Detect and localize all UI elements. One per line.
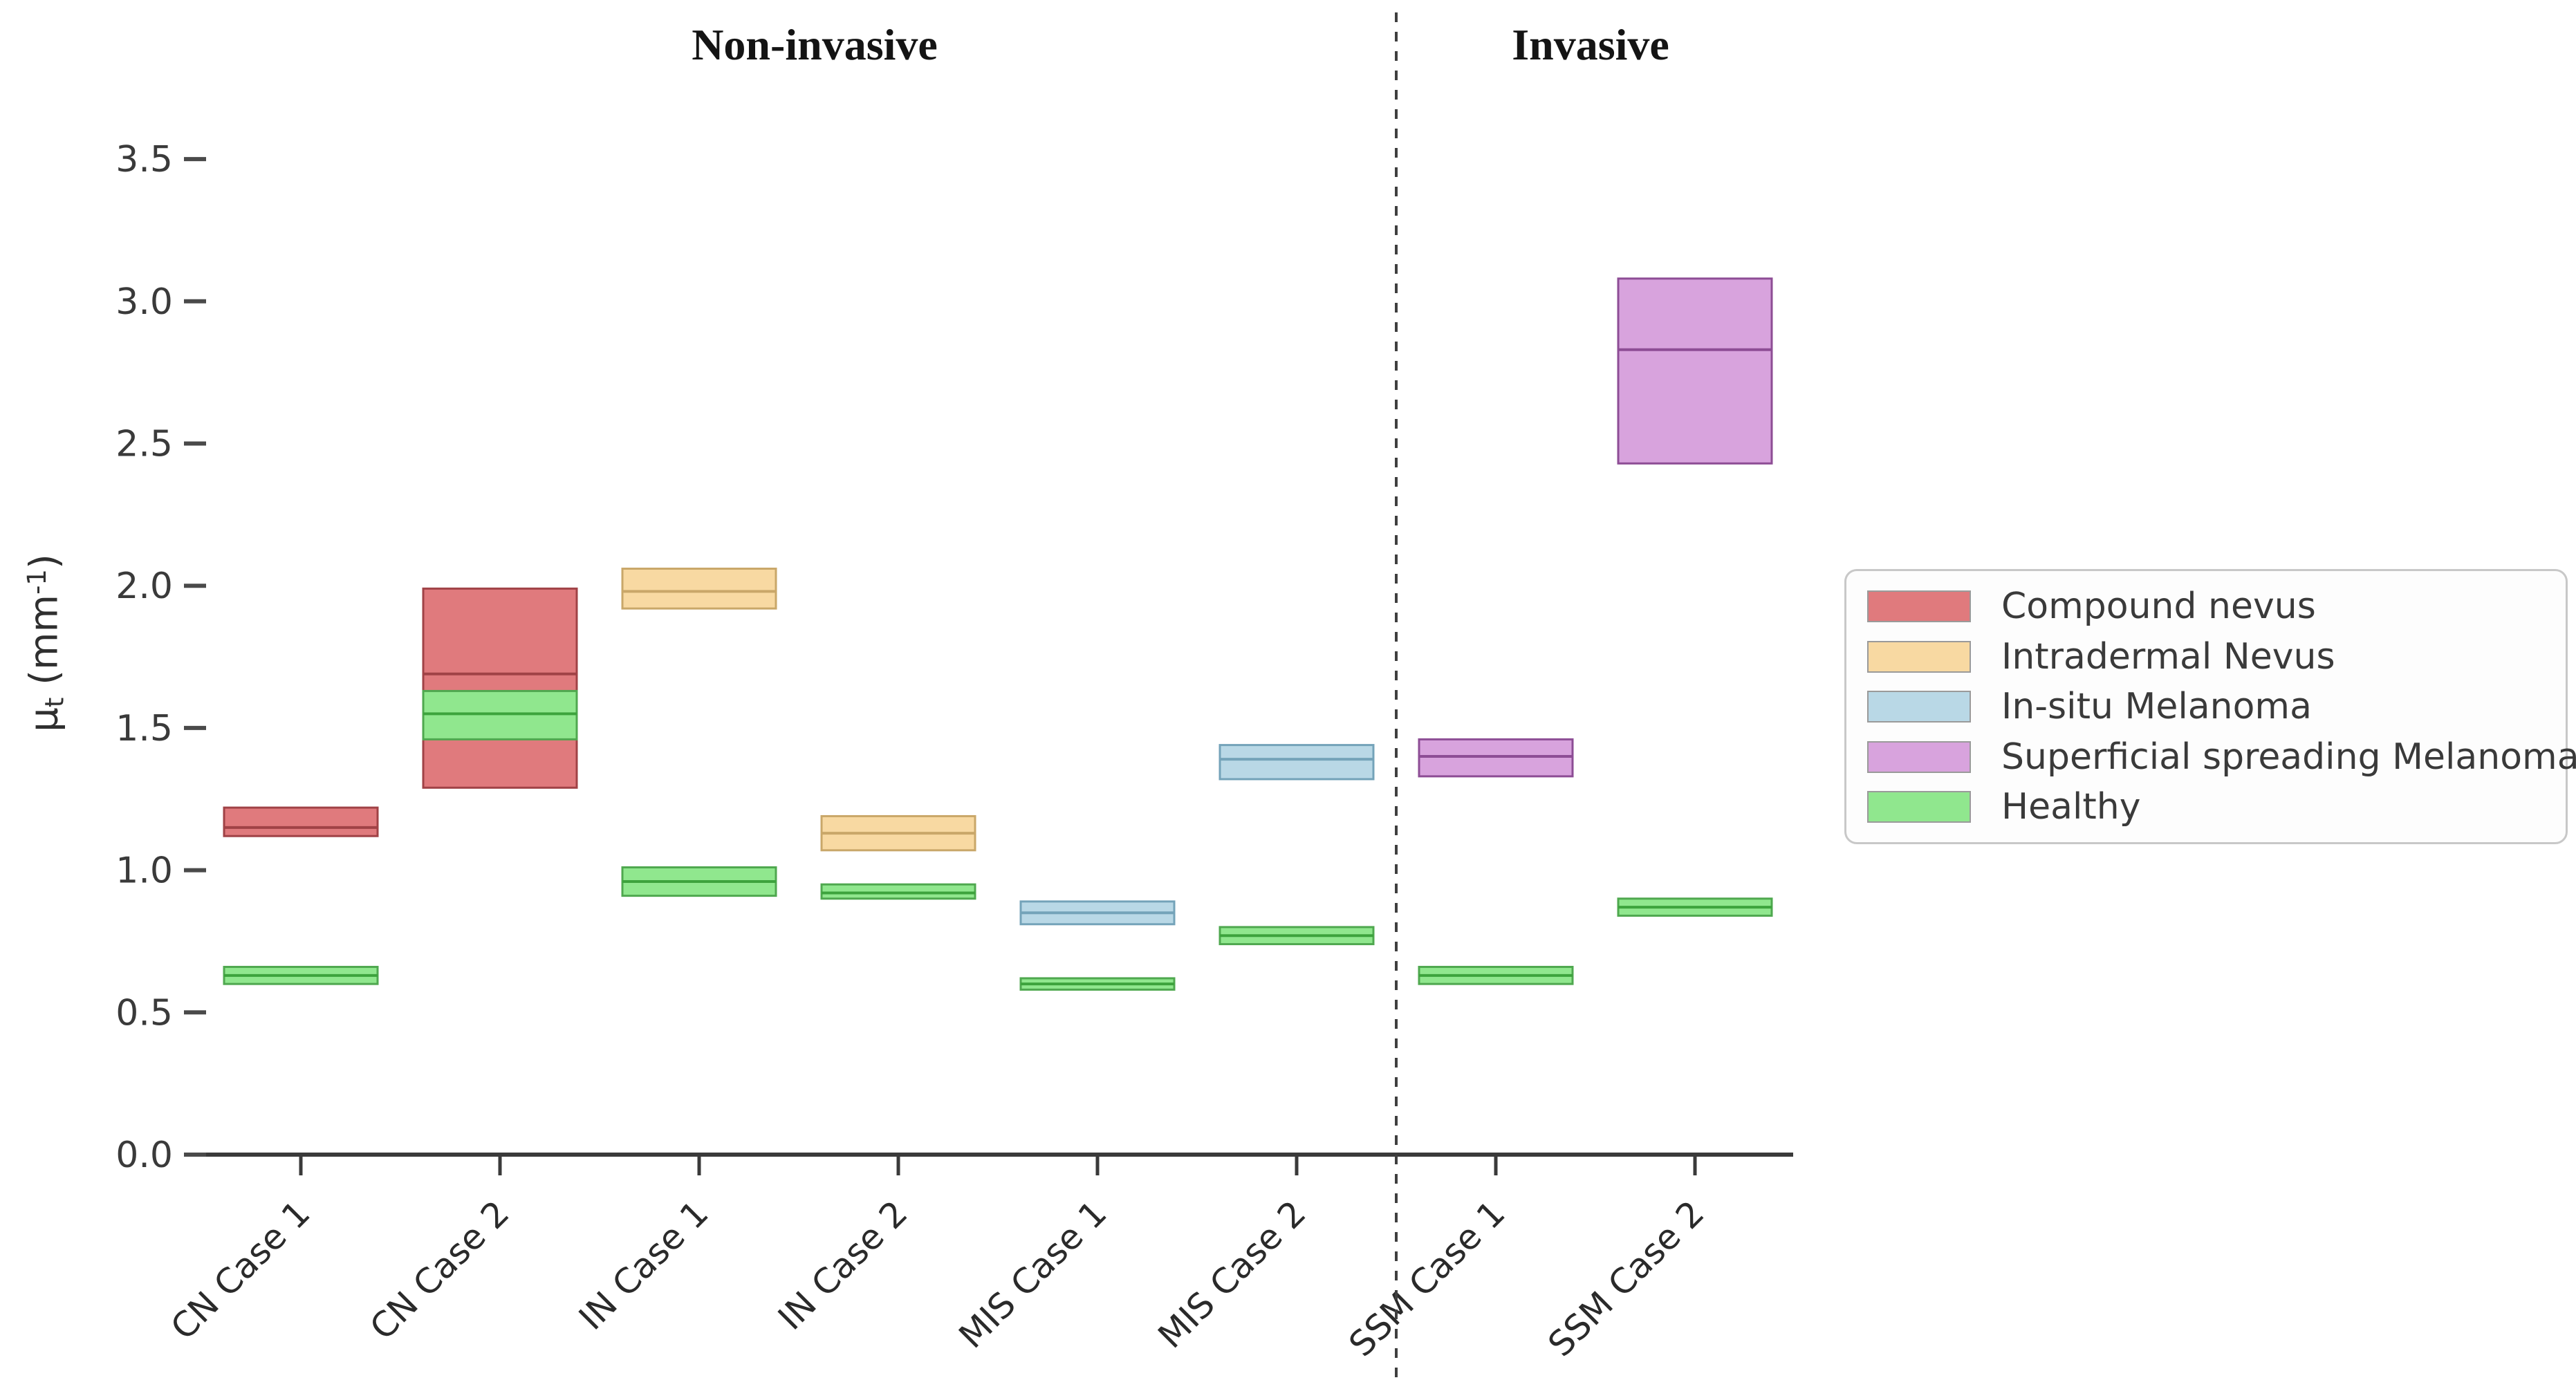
- y-tick-label-0.5: 0.5: [115, 992, 173, 1034]
- section-title-non-invasive: Non-invasive: [692, 20, 938, 69]
- y-tick-label-0.0: 0.0: [115, 1135, 173, 1176]
- x-tick-label-ssm-case-2: SSM Case 2: [1541, 1193, 1712, 1364]
- legend-item-superficial-spreading-melanoma: Superficial spreading Melanoma: [1867, 736, 2576, 778]
- box-mis-case-2-lesion: [1218, 744, 1375, 781]
- x-tick-label-mis-case-1: MIS Case 1: [952, 1193, 1115, 1356]
- legend-label-in-situ-melanoma: In-situ Melanoma: [2001, 686, 2312, 727]
- y-tick-label-3.5: 3.5: [115, 139, 173, 180]
- x-tick-label-in-case-2: IN Case 2: [770, 1193, 915, 1337]
- box-ssm-case-2-lesion: [1617, 277, 1773, 465]
- legend-label-intradermal-nevus: Intradermal Nevus: [2001, 635, 2335, 678]
- y-tick-label-3.0: 3.0: [115, 281, 173, 323]
- y-tick-label-2.0: 2.0: [115, 566, 173, 607]
- legend-swatch-healthy: [1867, 791, 1971, 823]
- box-cn-case-2-healthy: [422, 689, 578, 740]
- x-tick-label-ssm-case-1: SSM Case 1: [1342, 1193, 1513, 1364]
- legend-label-superficial-spreading-melanoma: Superficial spreading Melanoma: [2001, 736, 2576, 778]
- legend-item-intradermal-nevus: Intradermal Nevus: [1867, 635, 2545, 678]
- box-cn-case-2-lesion: [422, 587, 578, 789]
- y-tick-label-1.5: 1.5: [115, 708, 173, 749]
- legend-item-in-situ-melanoma: In-situ Melanoma: [1867, 686, 2545, 727]
- y-tick-label-2.5: 2.5: [115, 424, 173, 465]
- box-cn-case-1-lesion: [223, 806, 379, 837]
- section-title-invasive: Invasive: [1512, 20, 1669, 69]
- x-tick-label-mis-case-2: MIS Case 2: [1151, 1193, 1314, 1356]
- legend: Compound nevus Intradermal Nevus In-situ M…: [1844, 569, 2576, 844]
- legend-swatch-superficial-spreading-melanoma: [1867, 740, 1971, 773]
- legend-swatch-compound-nevus: [1867, 590, 1971, 622]
- legend-swatch-in-situ-melanoma: [1867, 691, 1971, 723]
- legend-label-compound-nevus: Compound nevus: [2001, 586, 2316, 627]
- box-in-case-2-healthy: [820, 883, 976, 900]
- legend-swatch-intradermal-nevus: [1867, 640, 1971, 673]
- legend-item-healthy: Healthy: [1867, 786, 2545, 828]
- box-ssm-case-1-lesion: [1418, 738, 1574, 778]
- legend-item-compound-nevus: Compound nevus: [1867, 586, 2545, 627]
- x-tick-label-cn-case-1: CN Case 1: [163, 1193, 318, 1348]
- box-in-case-1-lesion: [621, 568, 777, 610]
- x-tick-label-in-case-1: IN Case 1: [571, 1193, 716, 1337]
- y-tick-label-1.0: 1.0: [115, 850, 173, 892]
- x-tick-label-cn-case-2: CN Case 2: [362, 1193, 517, 1348]
- legend-label-healthy: Healthy: [2001, 786, 2141, 828]
